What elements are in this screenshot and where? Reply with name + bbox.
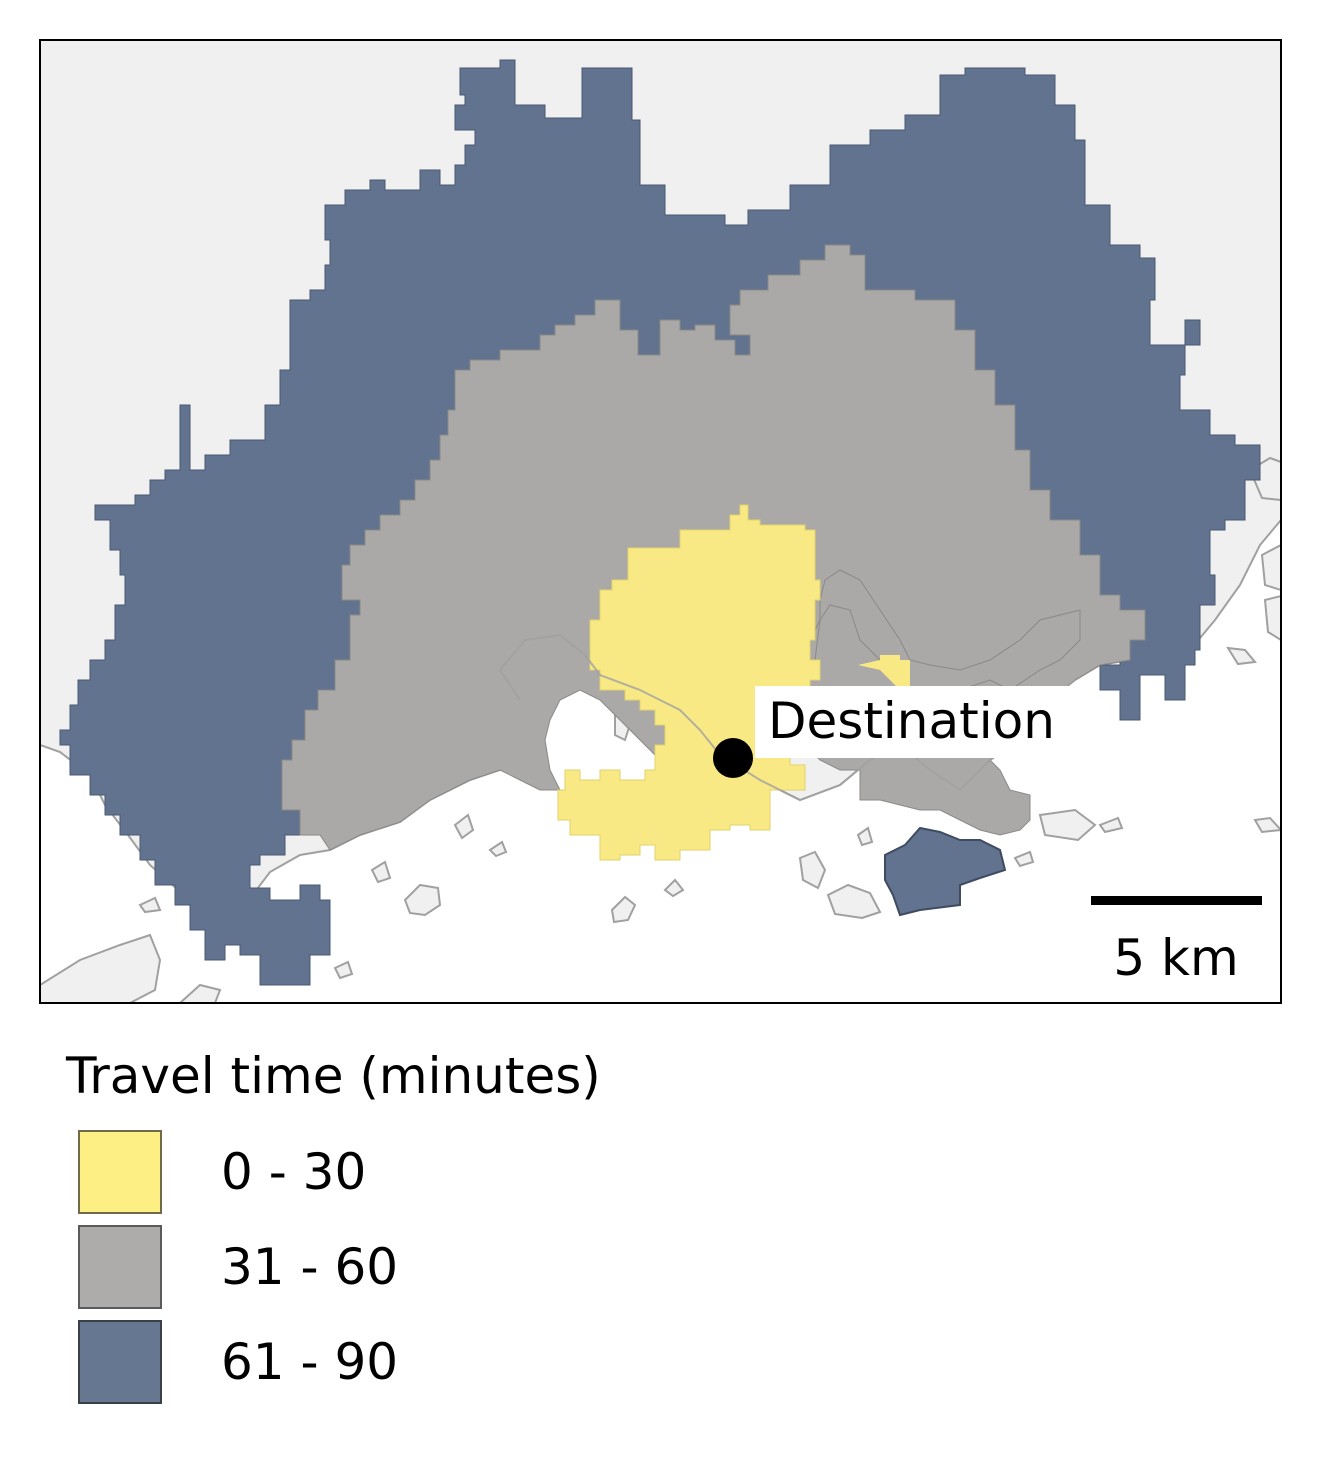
legend-label-31-60: 31 - 60 xyxy=(221,1238,399,1296)
legend-item-61-90: 61 - 90 xyxy=(78,1320,678,1406)
island xyxy=(826,883,882,920)
island xyxy=(856,826,874,847)
island xyxy=(333,960,354,980)
zone-0-30 xyxy=(557,504,821,861)
destination-marker[interactable] xyxy=(713,738,753,778)
legend-swatch-61-90 xyxy=(78,1320,162,1404)
scale-bar-label: 5 km xyxy=(1113,929,1238,987)
zone-0-30-patch xyxy=(858,655,910,690)
island xyxy=(370,860,392,884)
island xyxy=(453,813,475,840)
scale-bar xyxy=(1091,896,1262,905)
island xyxy=(798,850,827,890)
islands xyxy=(40,456,1281,1003)
island xyxy=(1253,816,1281,834)
legend-label-0-30: 0 - 30 xyxy=(221,1143,367,1201)
legend-item-0-30: 0 - 30 xyxy=(78,1130,678,1216)
island xyxy=(1260,543,1281,592)
island xyxy=(1013,850,1035,868)
map-frame xyxy=(39,39,1282,1004)
island xyxy=(1226,646,1257,666)
island xyxy=(610,895,637,924)
island xyxy=(663,878,685,898)
island xyxy=(178,983,222,1003)
island xyxy=(138,896,162,914)
island xyxy=(1098,816,1124,834)
legend-title: Travel time (minutes) xyxy=(66,1047,601,1105)
island xyxy=(1263,594,1281,642)
legend-swatch-0-30 xyxy=(78,1130,162,1214)
zone-61-90-island xyxy=(884,826,1007,917)
legend-label-61-90: 61 - 90 xyxy=(221,1333,399,1391)
island xyxy=(40,933,162,1003)
island xyxy=(488,840,508,858)
legend-item-31-60: 31 - 60 xyxy=(78,1225,678,1311)
island xyxy=(1038,808,1097,842)
island xyxy=(403,883,442,917)
travel-time-map: Destination 5 km xyxy=(39,39,1282,1004)
legend-swatch-31-60 xyxy=(78,1225,162,1309)
destination-label-bg xyxy=(755,686,1088,758)
destination-label: Destination xyxy=(768,692,1055,750)
